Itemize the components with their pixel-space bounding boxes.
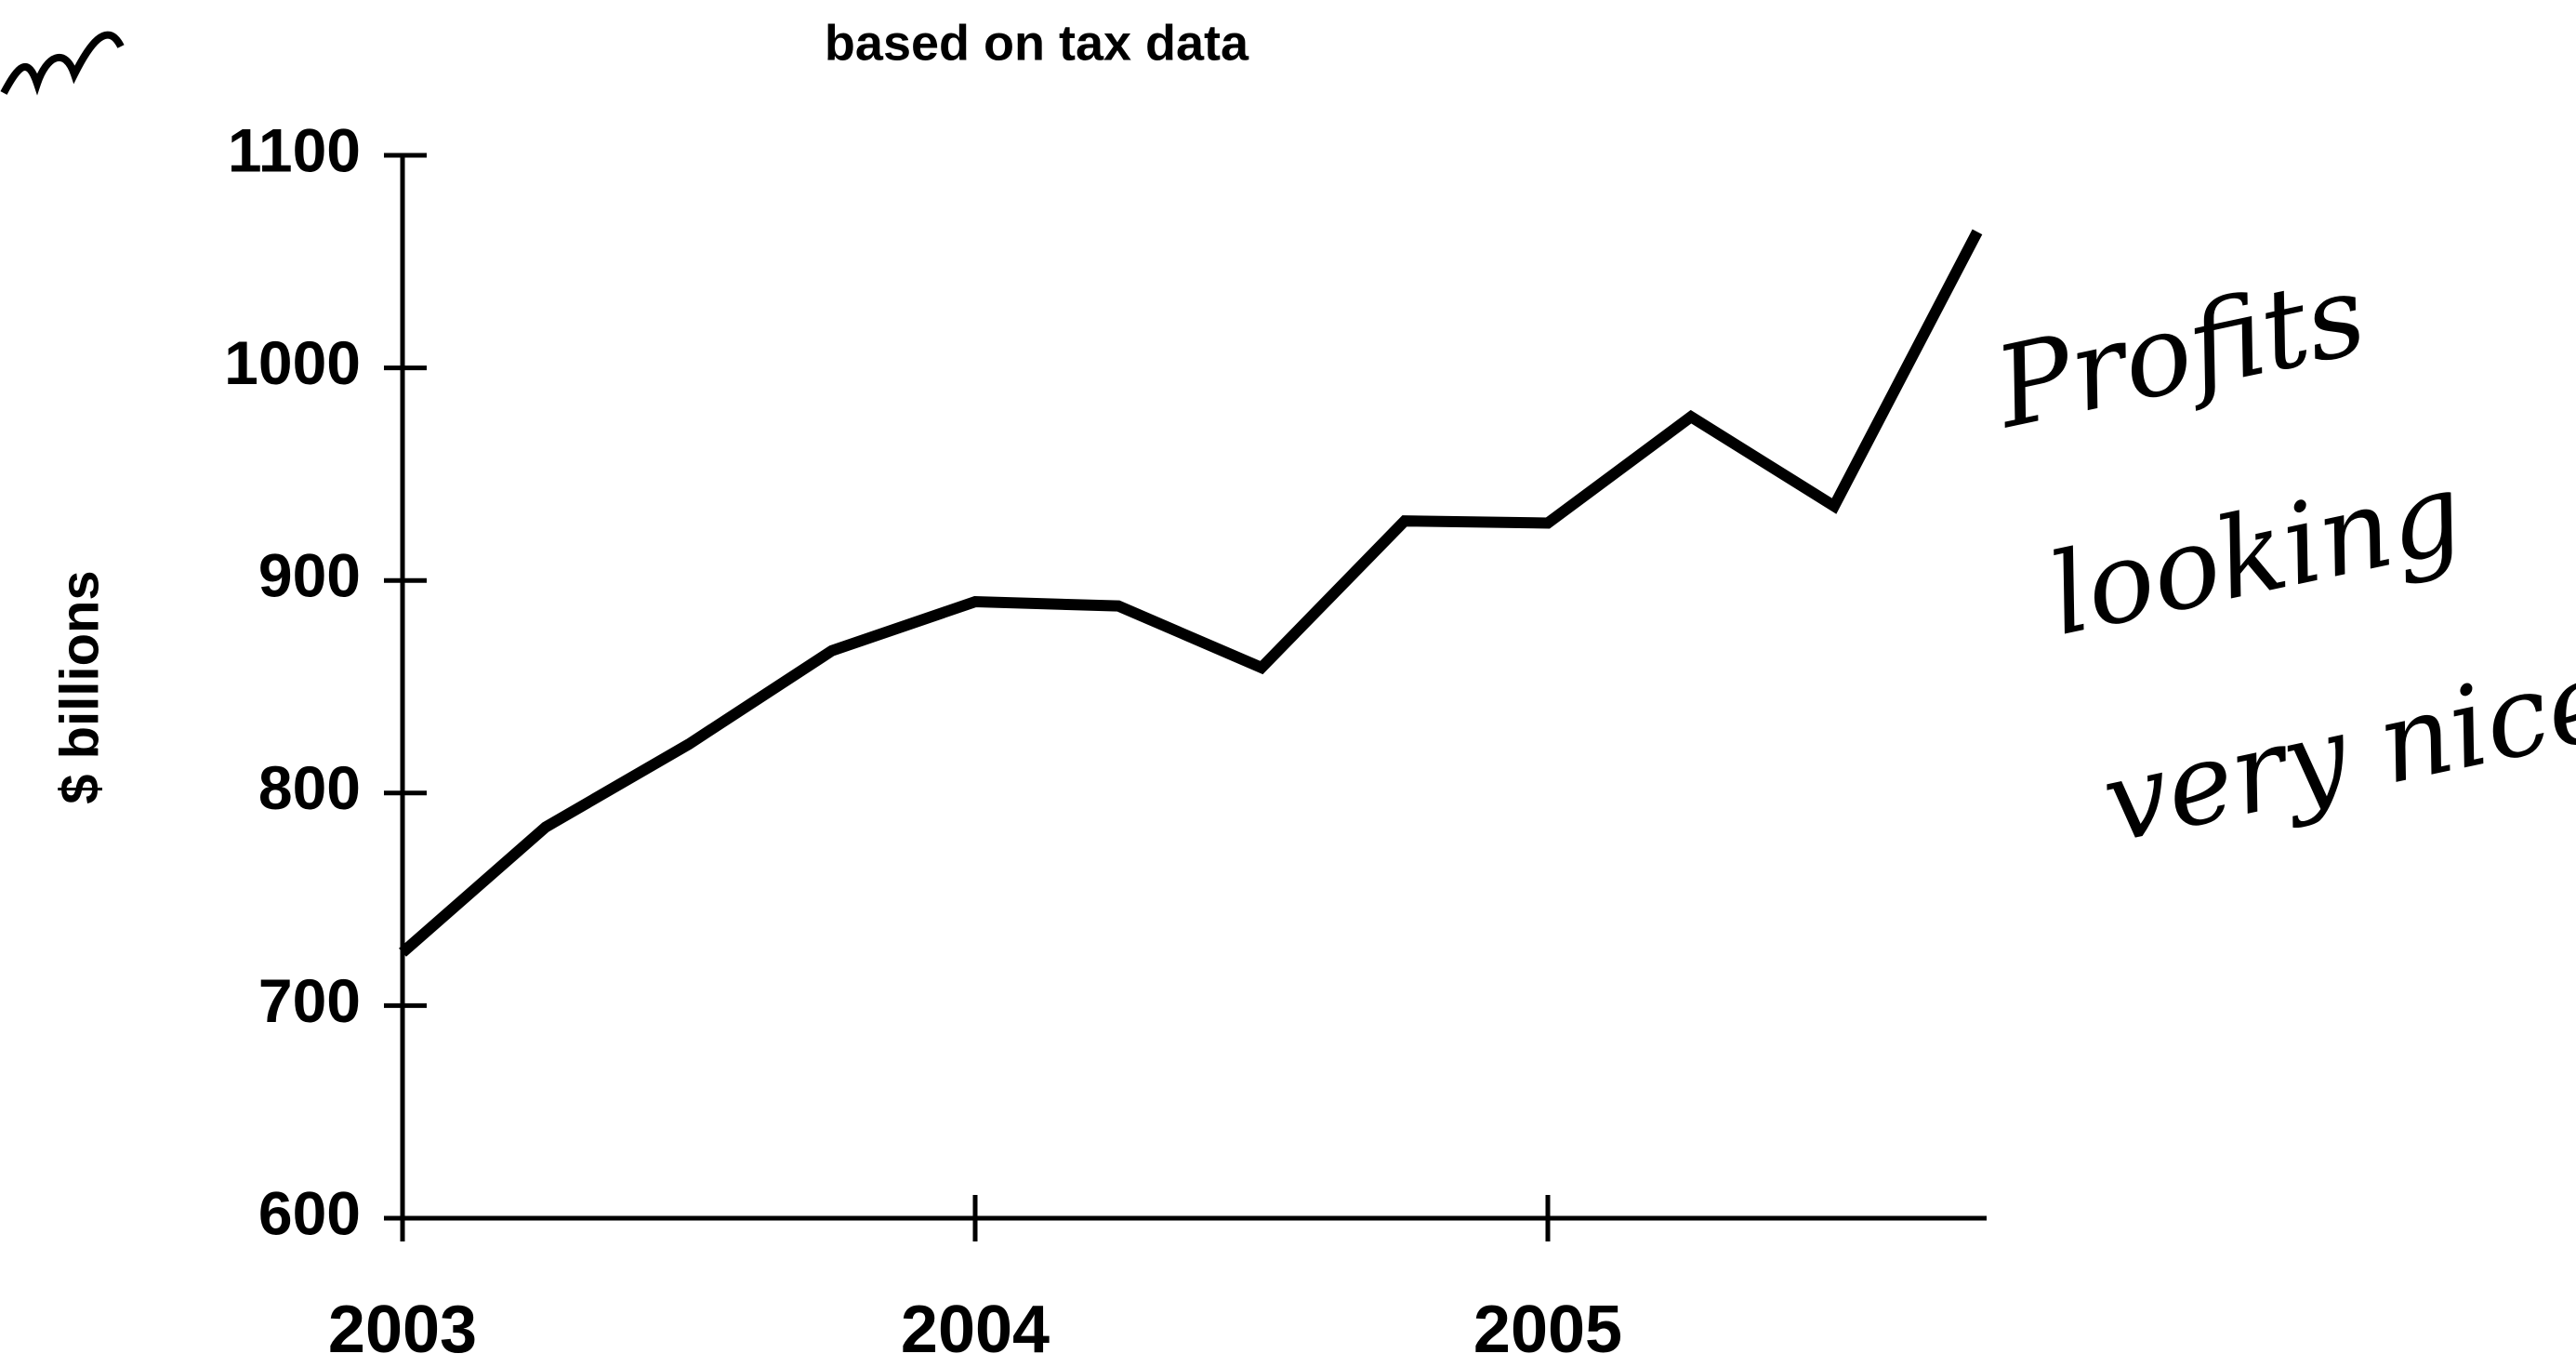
x-tick-label: 2005 <box>1473 1293 1622 1367</box>
scribble <box>0 31 125 96</box>
y-tick-label: 600 <box>258 1178 361 1247</box>
x-tick-label: 2004 <box>901 1293 1050 1367</box>
x-tick-label: 2003 <box>328 1293 477 1367</box>
chart-subtitle: based on tax data <box>825 15 1249 71</box>
annotation-line: looking <box>2039 448 2473 661</box>
data-line <box>399 229 1983 957</box>
annotation-line: Profits <box>1984 250 2376 455</box>
y-axis-label: $ billions <box>49 570 110 803</box>
annotation-line: very nice. <box>2093 627 2576 869</box>
y-tick-label: 900 <box>258 541 361 610</box>
y-tick-label: 1100 <box>228 115 361 184</box>
y-tick-label: 800 <box>258 753 361 822</box>
y-tick-label: 1000 <box>224 328 361 397</box>
y-tick-label: 700 <box>258 966 361 1035</box>
